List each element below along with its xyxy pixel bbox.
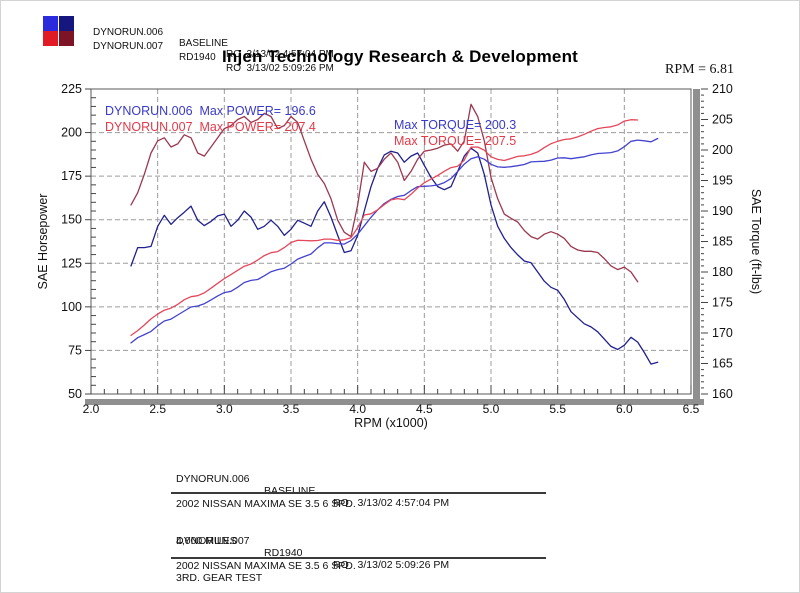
plot-border bbox=[90, 88, 692, 395]
divider-line bbox=[171, 492, 546, 494]
test-note: 3RD. GEAR TEST bbox=[176, 572, 263, 584]
y-right-tick-label: 160 bbox=[712, 387, 733, 401]
chart-legend-row-007: DYNORUN.007 Max POWER= 207.4 Max TORQUE=… bbox=[1, 106, 799, 148]
y-right-tick-label: 195 bbox=[712, 174, 733, 188]
run-name: DYNORUN.007 bbox=[93, 41, 164, 52]
x-tick-label: 6.0 bbox=[616, 402, 633, 416]
y-left-tick-label: 225 bbox=[61, 82, 82, 96]
run-timestamp: RO 3/13/02 5:09:26 PM bbox=[333, 559, 450, 571]
run-name: DYNORUN.007 bbox=[176, 535, 250, 547]
mileage-note: 4,000 MILES bbox=[176, 535, 237, 547]
y-left-tick-label: 50 bbox=[68, 387, 82, 401]
chart-legend-row-006: DYNORUN.006 Max POWER= 196.6 Max TORQUE=… bbox=[1, 90, 799, 132]
y-right-tick-label: 175 bbox=[712, 296, 733, 310]
legend-run006-max-torque: Max TORQUE= 200.3 bbox=[394, 118, 517, 132]
y-left-tick-label: 200 bbox=[61, 126, 82, 140]
rpm-cursor-bar-vertical[interactable] bbox=[693, 89, 700, 405]
x-tick-label: 2.0 bbox=[83, 402, 100, 416]
dynorun-007-torque-curve bbox=[130, 103, 639, 283]
run-name: DYNORUN.006 bbox=[176, 473, 250, 485]
rpm-scrollbar-horizontal[interactable] bbox=[85, 399, 704, 405]
x-tick-label: 2.5 bbox=[149, 402, 166, 416]
run-name: DYNORUN.006 bbox=[93, 27, 164, 38]
y-left-tick-label: 100 bbox=[61, 300, 82, 314]
x-tick-label: 3.0 bbox=[216, 402, 233, 416]
y-left-axis-title: SAE Horsepower bbox=[36, 194, 50, 290]
run-config: BASELINE bbox=[179, 38, 228, 49]
run-timestamp: RO 3/13/02 5:09:26 PM bbox=[226, 63, 334, 74]
vehicle-description: 2002 NISSAN MAXIMA SE 3.5 6 SPD. bbox=[176, 560, 356, 572]
footer-block-run006: DYNORUN.006 BASELINE RO 3/13/02 4:57:04 … bbox=[176, 437, 449, 592]
run-list-item-007: DYNORUN.007 RD1940 RO 3/13/02 5:09:26 PM bbox=[93, 30, 334, 74]
run-config: BASELINE bbox=[264, 485, 316, 497]
y-right-tick-label: 165 bbox=[712, 357, 733, 371]
x-tick-label: 6.5 bbox=[683, 402, 700, 416]
legend-run007-max-torque: Max TORQUE= 207.5 bbox=[394, 134, 517, 148]
x-tick-label: 4.5 bbox=[416, 402, 433, 416]
y-right-tick-label: 200 bbox=[712, 143, 733, 157]
y-right-tick-label: 185 bbox=[712, 235, 733, 249]
dynorun-007-horsepower-curve bbox=[130, 119, 639, 337]
vehicle-description: 2002 NISSAN MAXIMA SE 3.5 6 SPD. bbox=[176, 498, 356, 510]
x-axis-title: RPM (x1000) bbox=[354, 416, 428, 430]
y-left-tick-label: 150 bbox=[61, 213, 82, 227]
y-left-tick-label: 125 bbox=[61, 256, 82, 270]
run007-torque-swatch-icon bbox=[59, 31, 74, 46]
footer-block-run007: DYNORUN.007 RD1940 RO 3/13/02 5:09:26 PM… bbox=[176, 499, 449, 592]
run006-torque-swatch-icon bbox=[59, 16, 74, 31]
y-right-axis-title: SAE Torque (ft-lbs) bbox=[749, 189, 763, 294]
y-right-tick-label: 210 bbox=[712, 82, 733, 96]
y-right-tick-label: 190 bbox=[712, 204, 733, 218]
dynorun-006-torque-curve bbox=[130, 147, 659, 365]
run-timestamp: RO 3/13/02 4:57:04 PM bbox=[226, 49, 334, 60]
x-tick-label: 4.0 bbox=[349, 402, 366, 416]
run-list-item-006: DYNORUN.006 BASELINE RO 3/13/02 4:57:04 … bbox=[93, 16, 334, 60]
dyno-chart: 2.0 2.5 3.0 3.5 4.0 4.5 5.0 5.5 6.0 6.5 50 75 100 125… bbox=[36, 82, 763, 430]
y-left-tick-label: 175 bbox=[61, 169, 82, 183]
y-left-tick-label: 75 bbox=[68, 343, 82, 357]
footer-run-header: DYNORUN.006 BASELINE RO 3/13/02 4:57:04 … bbox=[176, 461, 449, 509]
rpm-cursor-readout: RPM = 6.81 bbox=[665, 62, 734, 77]
y-right-tick-label: 180 bbox=[712, 265, 733, 279]
divider-line bbox=[171, 557, 546, 559]
run-config: RD1940 bbox=[179, 52, 216, 63]
run-timestamp: RO 3/13/02 4:57:04 PM bbox=[333, 497, 450, 509]
x-tick-label: 5.5 bbox=[549, 402, 566, 416]
run006-power-swatch-icon bbox=[43, 16, 58, 31]
run007-power-swatch-icon bbox=[43, 31, 58, 46]
run-config: RD1940 bbox=[264, 547, 303, 559]
legend-run006-max-power: DYNORUN.006 Max POWER= 196.6 bbox=[105, 104, 316, 118]
x-tick-label: 5.0 bbox=[483, 402, 500, 416]
x-tick-label: 3.5 bbox=[283, 402, 300, 416]
legend-run007-max-power: DYNORUN.007 Max POWER= 207.4 bbox=[105, 120, 316, 134]
y-right-tick-label: 170 bbox=[712, 326, 733, 340]
dynorun-006-horsepower-curve bbox=[130, 137, 659, 344]
footer-run-header: DYNORUN.007 RD1940 RO 3/13/02 5:09:26 PM bbox=[176, 523, 449, 571]
page-title: Injen Technology Research & Development bbox=[221, 47, 579, 66]
y-right-tick-label: 205 bbox=[712, 113, 733, 127]
